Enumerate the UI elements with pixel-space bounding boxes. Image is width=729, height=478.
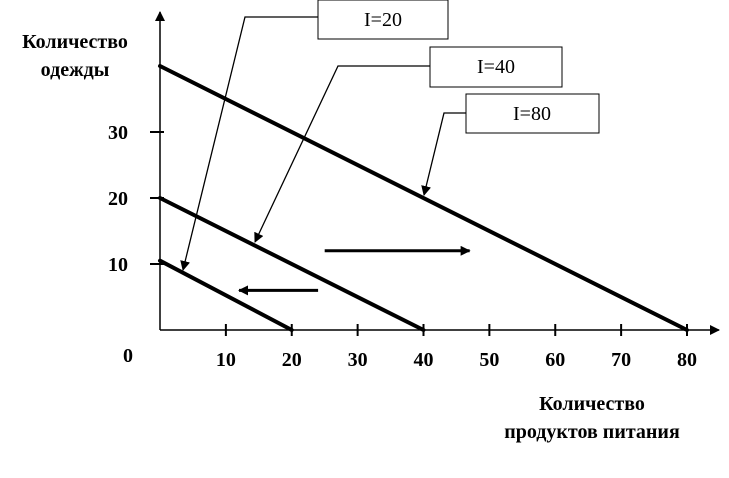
x-tick-label: 30 [348,349,368,371]
label-i80-text: I=80 [513,103,551,125]
x-axis-ticks: 10 20 30 40 50 60 70 80 [216,324,697,371]
y-tick-label: 20 [108,188,128,210]
x-tick-label: 20 [282,349,302,371]
y-axis-ticks: 10 20 30 [108,122,164,276]
x-axis-title-line-2: продуктов питания [504,421,680,443]
label-i20-box [317,0,449,40]
label-i40-text: I=40 [477,56,515,78]
label-i40-box [429,46,563,88]
label-i40: I=40 [254,46,563,243]
label-i80-pointer [421,112,466,196]
origin-label: 0 [123,345,133,367]
shift-arrows [238,245,471,296]
label-i80-box [465,93,600,134]
x-tick-label: 80 [677,349,697,371]
budget-lines [158,64,689,332]
x-tick-label: 40 [414,349,434,371]
x-tick-label: 10 [216,349,236,371]
budget-line [158,64,689,332]
budget-line [158,258,294,332]
label-i20-text: I=20 [364,9,402,31]
x-tick-label: 70 [611,349,631,371]
y-axis-title-line-1: Количество [22,31,128,53]
budget-line [158,196,426,332]
x-axis-title-line-1: Количество [539,393,645,415]
x-tick-label: 50 [479,349,499,371]
label-i40-pointer [254,65,430,243]
label-i20-pointer [180,16,318,271]
y-tick-label: 30 [108,122,128,144]
label-i20: I=20 [180,0,449,271]
y-tick-label: 10 [108,254,128,276]
label-i80: I=80 [421,93,600,196]
x-tick-label: 60 [545,349,565,371]
y-axis-title-line-2: одежды [41,59,110,81]
